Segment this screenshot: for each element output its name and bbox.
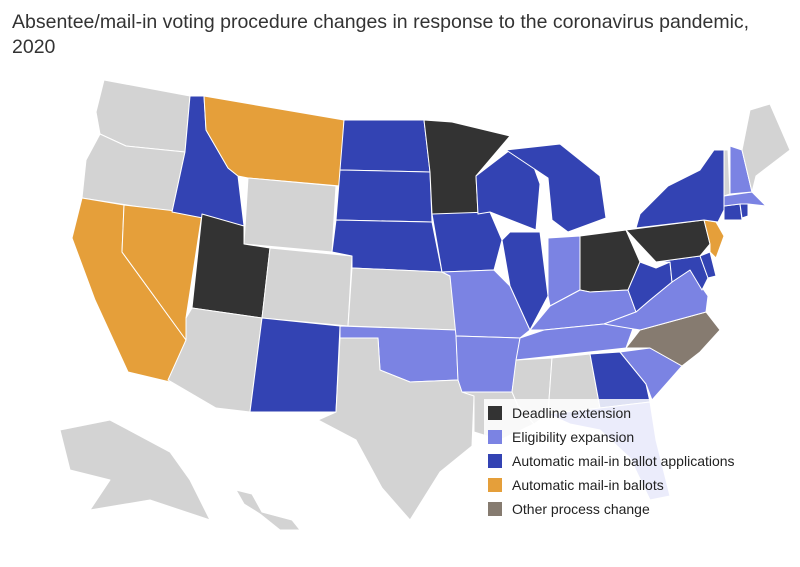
state-ak — [59, 419, 211, 521]
legend-swatch-eligibility — [488, 430, 502, 444]
legend-label-applications: Automatic mail-in ballot applications — [512, 453, 735, 469]
legend-swatch-other — [488, 502, 502, 516]
legend-swatch-ballots — [488, 478, 502, 492]
legend-label-ballots: Automatic mail-in ballots — [512, 477, 664, 493]
state-nm — [249, 317, 341, 413]
legend-label-deadline: Deadline extension — [512, 405, 632, 421]
state-ny — [635, 149, 727, 229]
state-ri — [739, 203, 749, 219]
legend-label-other: Other process change — [512, 501, 650, 517]
map-title: Absentee/mail-in voting procedure change… — [12, 11, 750, 58]
state-de — [699, 251, 717, 279]
state-mi — [505, 143, 607, 233]
state-hi — [235, 489, 301, 531]
state-sc — [619, 347, 683, 401]
legend: Deadline extension Eligibility expansion… — [484, 399, 743, 523]
legend-label-eligibility: Eligibility expansion — [512, 429, 635, 445]
legend-item-applications: Automatic mail-in ballot applications — [488, 449, 735, 473]
legend-item-eligibility: Eligibility expansion — [488, 425, 735, 449]
state-me — [741, 103, 791, 193]
state-ks — [347, 267, 457, 331]
state-ar — [455, 335, 521, 393]
legend-item-ballots: Automatic mail-in ballots — [488, 473, 735, 497]
state-nd — [339, 119, 431, 173]
legend-item-other: Other process change — [488, 497, 735, 521]
legend-item-deadline: Deadline extension — [488, 401, 735, 425]
state-co — [261, 247, 353, 327]
state-tx — [317, 337, 475, 521]
legend-swatch-applications — [488, 454, 502, 468]
state-vt — [711, 149, 731, 197]
state-mo — [441, 269, 531, 339]
legend-swatch-deadline — [488, 406, 502, 420]
state-wy — [243, 177, 337, 253]
state-ia — [431, 211, 503, 273]
state-sd — [335, 169, 433, 223]
state-ct — [723, 203, 743, 221]
